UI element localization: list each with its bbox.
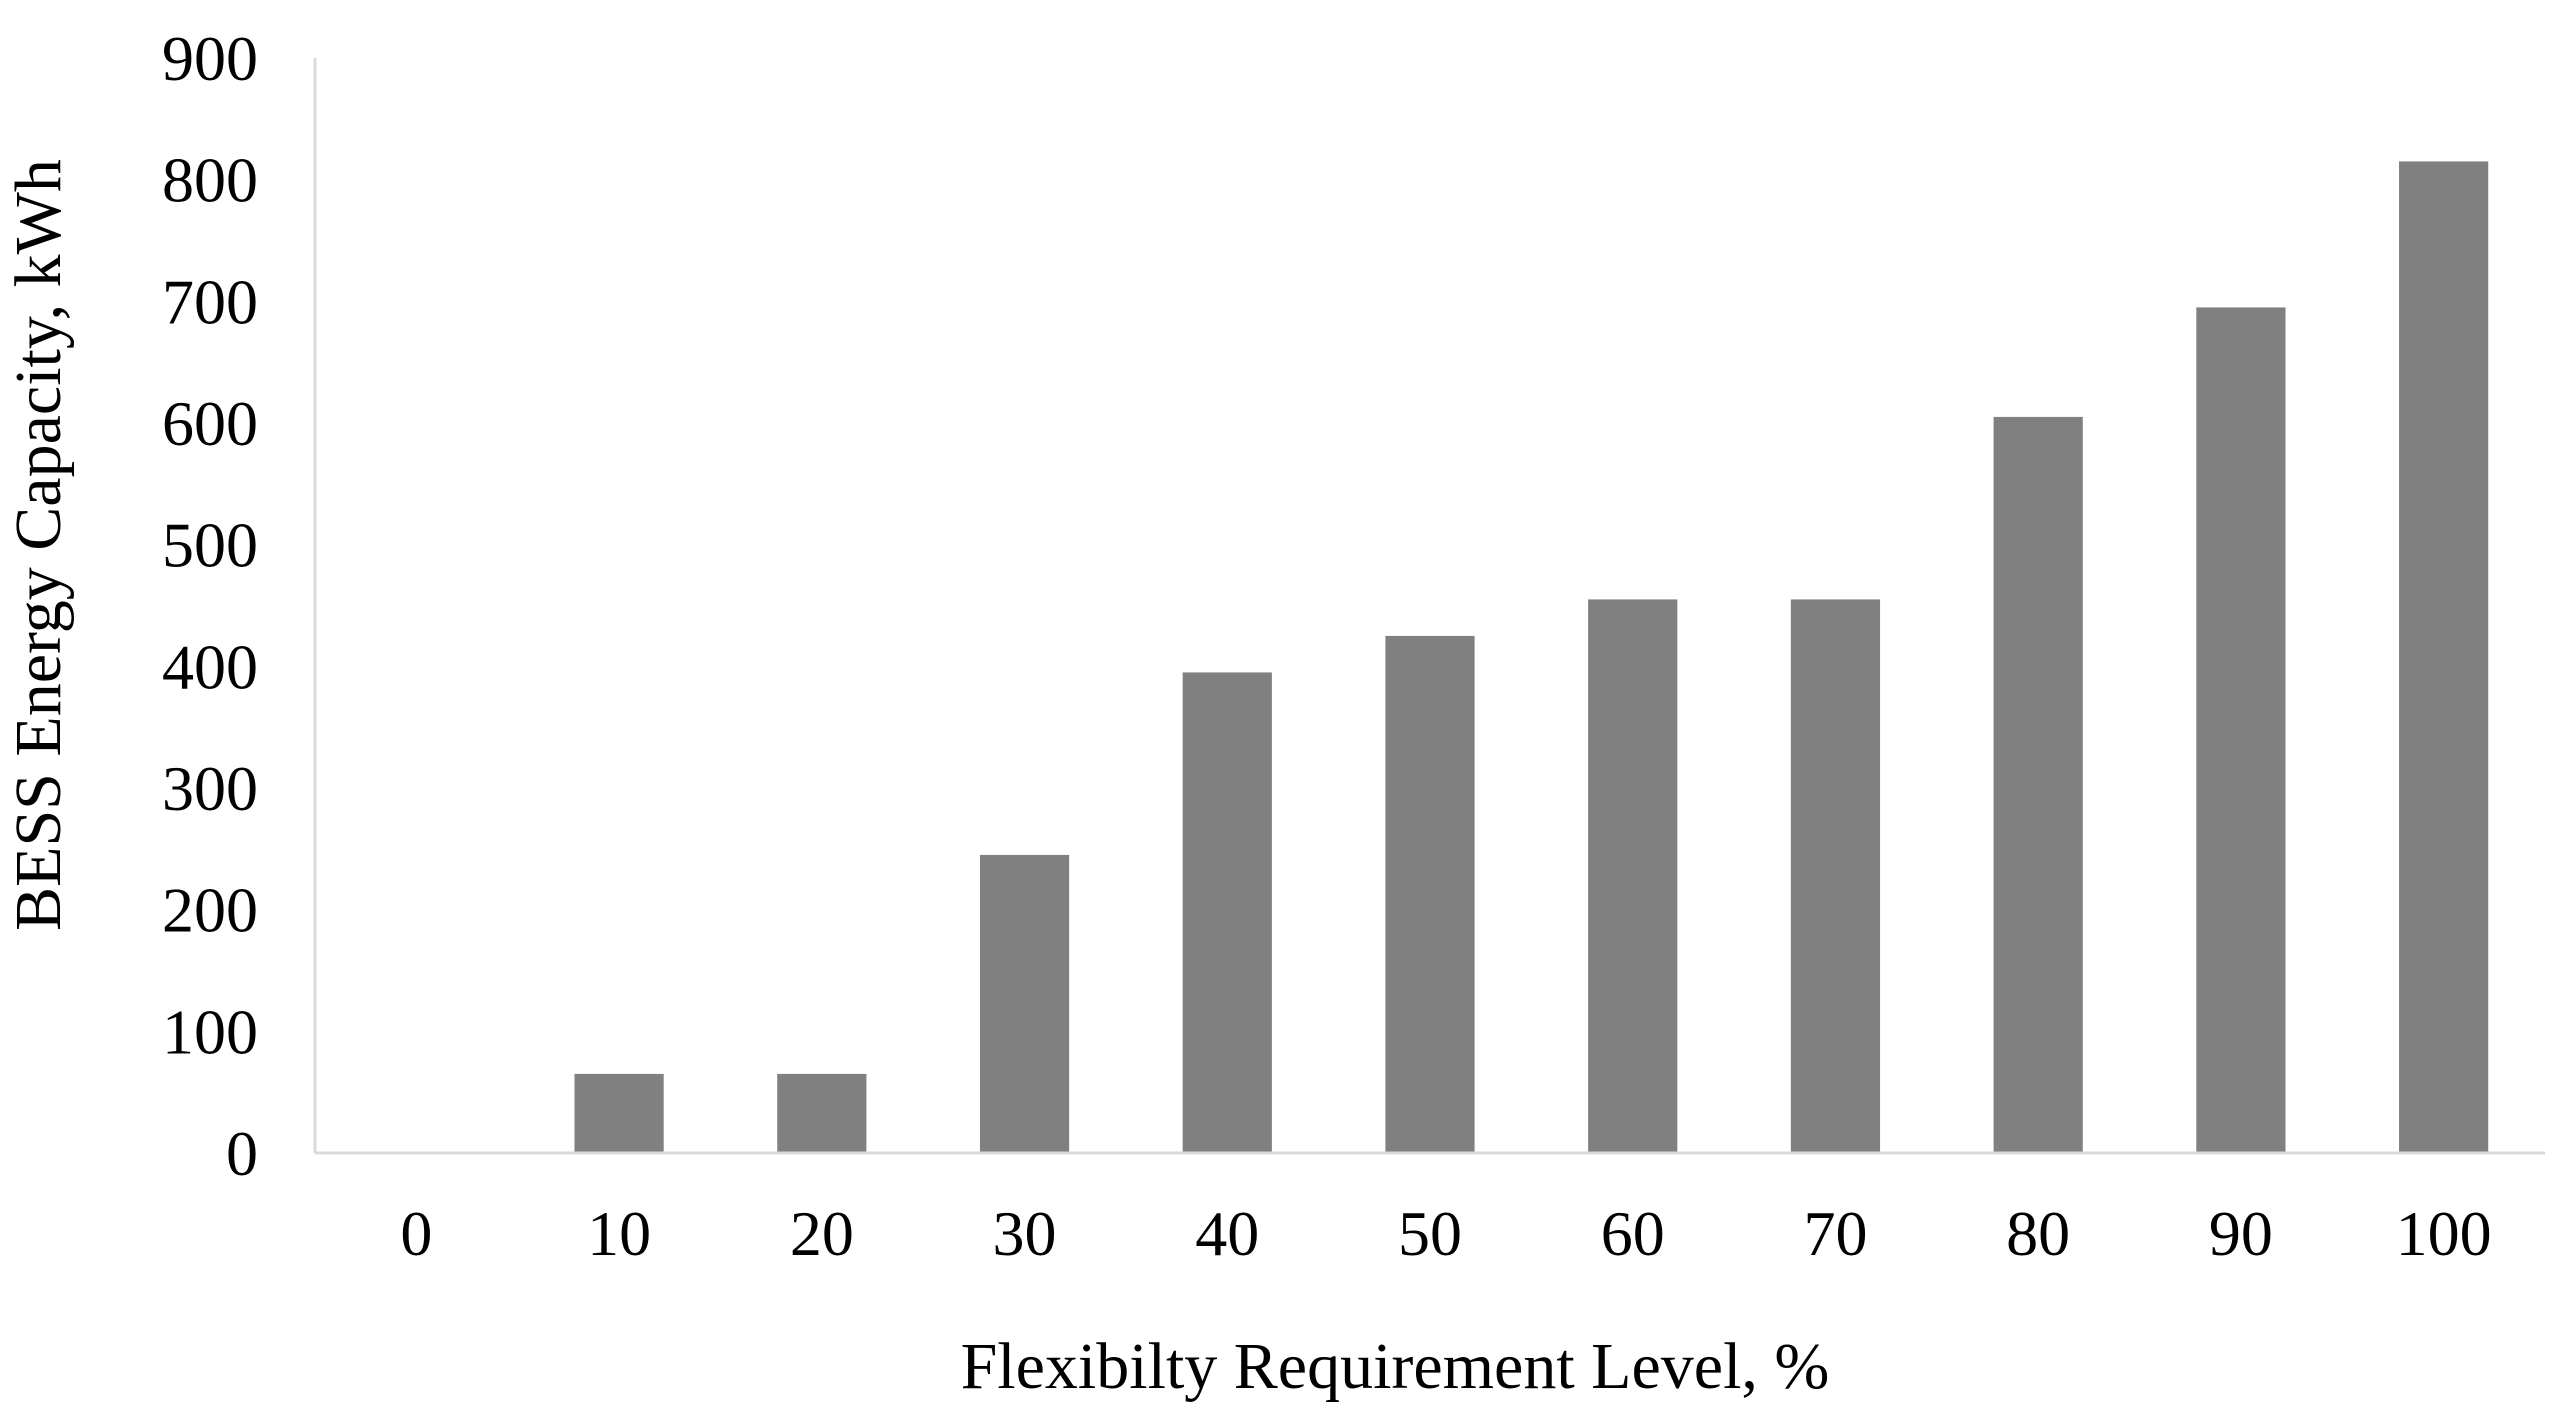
y-tick-label: 700 — [162, 266, 258, 337]
x-axis-label: Flexibilty Requirement Level, % — [961, 1330, 1830, 1403]
y-tick-label: 900 — [162, 23, 258, 94]
x-tick-label: 50 — [1398, 1198, 1462, 1269]
bar — [1385, 635, 1475, 1153]
x-tick-label: 40 — [1195, 1198, 1259, 1269]
bars — [574, 161, 2489, 1154]
bar — [1790, 599, 1881, 1153]
x-tick-labels: 0 10 20 30 40 50 60 70 80 90 100 — [400, 1198, 2491, 1269]
x-tick-label: 0 — [400, 1198, 432, 1269]
bar — [979, 854, 1070, 1153]
x-tick-label: 60 — [1601, 1198, 1665, 1269]
bar — [2399, 161, 2489, 1153]
y-tick-label: 500 — [162, 510, 258, 581]
x-tick-label: 100 — [2396, 1198, 2492, 1269]
bar — [2196, 307, 2286, 1154]
bar — [1993, 416, 2083, 1154]
bar — [1182, 672, 1272, 1153]
y-tick-label: 400 — [162, 631, 258, 702]
y-tick-label: 300 — [162, 753, 258, 824]
y-tick-label: 200 — [162, 875, 258, 946]
x-tick-label: 90 — [2209, 1198, 2273, 1269]
x-tick-label: 30 — [993, 1198, 1057, 1269]
bar — [1588, 599, 1678, 1153]
bar — [777, 1073, 867, 1153]
y-tick-label: 0 — [226, 1118, 258, 1189]
x-tick-label: 70 — [1803, 1198, 1867, 1269]
x-tick-label: 10 — [587, 1198, 651, 1269]
bar — [574, 1073, 664, 1153]
x-tick-label: 20 — [790, 1198, 854, 1269]
y-tick-labels: 0 100 200 300 400 500 600 700 800 900 — [162, 23, 258, 1189]
y-axis-label: BESS Energy Capacity, kWh — [2, 159, 75, 931]
y-tick-label: 600 — [162, 388, 258, 459]
x-tick-label: 80 — [2006, 1198, 2070, 1269]
y-tick-label: 100 — [162, 996, 258, 1067]
y-tick-label: 800 — [162, 145, 258, 216]
